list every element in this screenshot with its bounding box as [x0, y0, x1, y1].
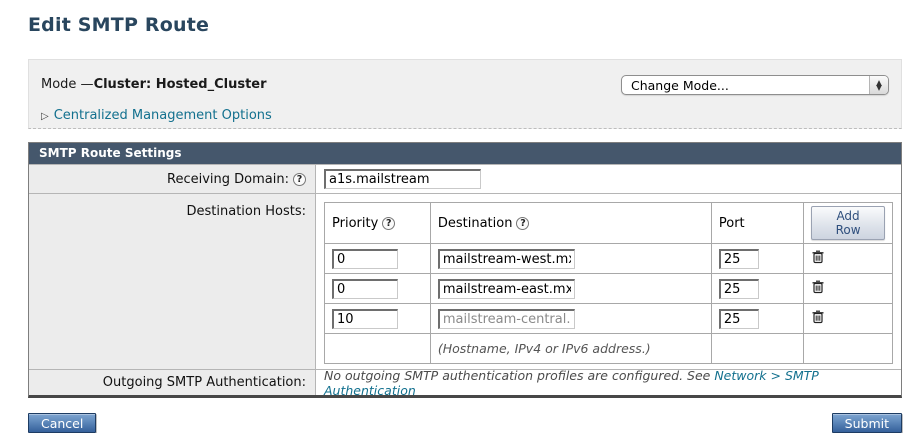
hostname-hint-row: (Hostname, IPv4 or IPv6 address.) [324, 333, 893, 364]
receiving-domain-label-cell: Receiving Domain: ? [29, 165, 316, 193]
destination-hosts-label: Destination Hosts: [186, 204, 306, 219]
destination-input-3[interactable] [437, 308, 575, 329]
hint-empty-cell-2 [710, 333, 805, 364]
select-stepper-icon: ▲ ▼ [869, 76, 888, 94]
change-mode-selected-value: Change Mode... [631, 77, 729, 93]
delete-row-button-2[interactable] [811, 279, 825, 294]
delete-row-button-1[interactable] [811, 249, 825, 264]
outgoing-auth-message: No outgoing SMTP authentication profiles… [324, 367, 715, 383]
hint-empty-cell-1 [324, 333, 431, 364]
port-column-header: Port [710, 202, 805, 244]
destination-header-label: Destination [437, 215, 513, 231]
destination-hosts-label-cell: Destination Hosts: [29, 194, 316, 369]
receiving-domain-help-icon[interactable]: ? [293, 172, 306, 186]
destination-column-header: Destination? [429, 202, 712, 244]
smtp-authentication-link[interactable]: SMTP Authentication [324, 367, 819, 398]
page-title: Edit SMTP Route [28, 14, 210, 36]
priority-input-1[interactable] [332, 248, 398, 269]
centralized-management-options-link[interactable]: Centralized Management Options [53, 108, 272, 123]
outgoing-auth-label: Outgoing SMTP Authentication: [102, 375, 306, 390]
outgoing-auth-row: Outgoing SMTP Authentication: No outgoin… [29, 368, 901, 398]
host-row-1 [324, 243, 893, 274]
port-input-3[interactable] [718, 308, 759, 329]
port-input-1[interactable] [718, 248, 759, 269]
destination-hosts-value-cell: Priority? Destination? Port Add Row [316, 194, 901, 369]
add-row-button[interactable]: Add Row [811, 206, 885, 240]
link-separator: > [766, 367, 785, 383]
hint-empty-cell-3 [803, 333, 893, 364]
mode-value: Cluster: Hosted_Cluster [93, 77, 267, 92]
stepper-down-arrow-icon: ▼ [876, 83, 882, 92]
network-link[interactable]: Network [714, 367, 767, 383]
cluster-mode-box: Mode —Cluster: Hosted_Cluster Change Mod… [28, 59, 902, 129]
footer-actions: Cancel Submit [28, 413, 902, 433]
submit-button[interactable]: Submit [831, 413, 902, 433]
outgoing-auth-label-cell: Outgoing SMTP Authentication: [29, 370, 316, 395]
stepper-up-arrow-icon: ▲ [876, 78, 882, 87]
delete-row-button-3[interactable] [811, 309, 825, 324]
trash-icon [812, 310, 824, 324]
receiving-domain-row: Receiving Domain: ? [29, 164, 901, 193]
priority-input-3[interactable] [332, 308, 398, 329]
destination-help-icon[interactable]: ? [516, 216, 530, 230]
change-mode-select[interactable]: Change Mode... ▲ ▼ [621, 75, 889, 95]
smtp-route-settings-table: SMTP Route Settings Receiving Domain: ? … [28, 142, 902, 398]
receiving-domain-input[interactable] [324, 169, 481, 189]
receiving-domain-value-cell [316, 165, 901, 193]
host-row-2 [324, 273, 893, 304]
trash-icon [812, 250, 824, 264]
hosts-header-row: Priority? Destination? Port Add Row [324, 202, 893, 244]
priority-header-label: Priority [332, 215, 379, 231]
settings-header: SMTP Route Settings [29, 143, 901, 164]
hostname-hint-text: (Hostname, IPv4 or IPv6 address.) [437, 340, 651, 356]
destination-hosts-row: Destination Hosts: Priority? Destination… [29, 193, 901, 369]
destination-input-1[interactable] [437, 248, 575, 269]
expand-triangle-icon[interactable]: ▷ [41, 111, 49, 122]
host-row-3 [324, 303, 893, 334]
port-header-label: Port [718, 215, 745, 231]
receiving-domain-label: Receiving Domain: [167, 171, 289, 187]
page-container: Edit SMTP Route Mode —Cluster: Hosted_Cl… [28, 0, 902, 433]
mode-prefix: Mode — [41, 77, 94, 92]
port-input-2[interactable] [718, 278, 759, 299]
priority-column-header: Priority? [324, 202, 431, 244]
priority-help-icon[interactable]: ? [382, 216, 396, 230]
destination-input-2[interactable] [437, 278, 575, 299]
centralized-management-row: ▷ Centralized Management Options [41, 108, 889, 123]
trash-icon [812, 280, 824, 294]
outgoing-auth-text: No outgoing SMTP authentication profiles… [324, 368, 893, 398]
outgoing-auth-value-cell: No outgoing SMTP authentication profiles… [316, 368, 901, 398]
destination-hosts-table: Priority? Destination? Port Add Row [324, 202, 893, 364]
priority-input-2[interactable] [332, 278, 398, 299]
mode-text: Mode —Cluster: Hosted_Cluster [41, 75, 267, 92]
cancel-button[interactable]: Cancel [28, 413, 97, 433]
add-row-header-cell: Add Row [803, 202, 893, 244]
